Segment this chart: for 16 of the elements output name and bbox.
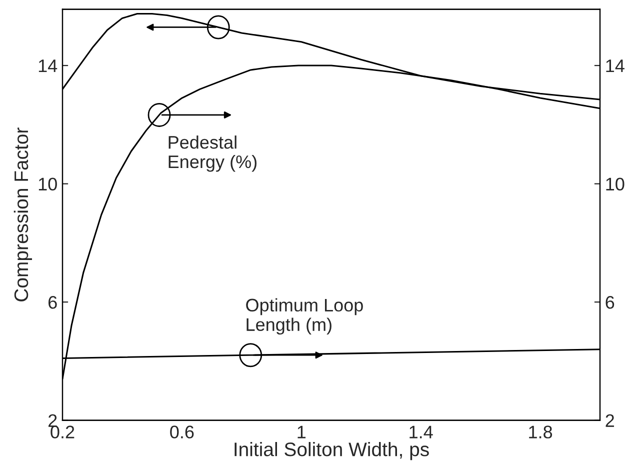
y2-tick-label: 2 bbox=[606, 414, 614, 427]
annotation: Pedestal Energy (%) bbox=[168, 135, 256, 172]
x-tick-label: 1 bbox=[298, 426, 306, 438]
y-tick-label: 6 bbox=[48, 296, 57, 309]
x-axis-title: Initial Soliton Width, ps bbox=[234, 442, 429, 460]
y-axis-title: Compression Factor bbox=[14, 128, 32, 302]
x-tick-label: 0.2 bbox=[50, 426, 74, 438]
x-tick-label: 1.4 bbox=[410, 426, 433, 438]
y-tick-label: 10 bbox=[38, 178, 57, 190]
y2-tick-label: 6 bbox=[606, 296, 614, 309]
annotation: Optimum Loop Length (m) bbox=[246, 298, 363, 335]
y2-tick-label: 14 bbox=[606, 60, 624, 72]
y2-tick-label: 10 bbox=[606, 178, 624, 190]
x-tick-label: 1.8 bbox=[529, 426, 552, 438]
y-tick-label: 14 bbox=[38, 60, 58, 72]
x-tick-label: 0.6 bbox=[170, 426, 194, 438]
